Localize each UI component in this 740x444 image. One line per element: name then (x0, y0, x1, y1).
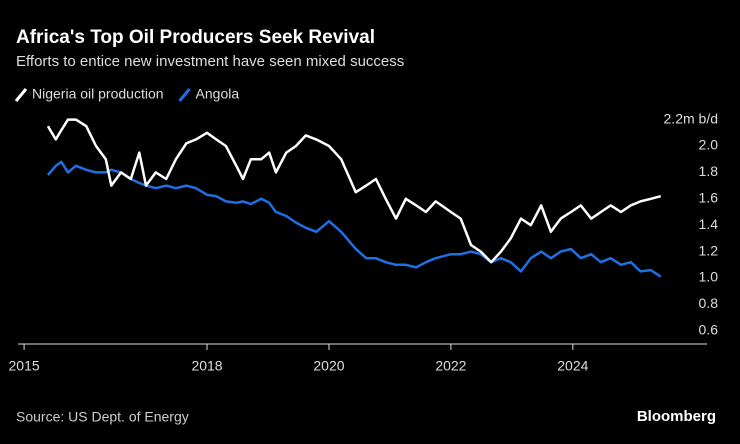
brand: Bloomberg (637, 408, 716, 425)
y-tick-label: 2.2m b/d (664, 110, 718, 126)
x-tick-label: 2024 (557, 358, 588, 374)
y-tick-label: 0.6 (699, 322, 719, 338)
x-tick-label: 2015 (9, 358, 40, 374)
source: Source: US Dept. of Energy (16, 409, 189, 425)
x-tick-label: 2020 (313, 358, 344, 374)
legend-label: Nigeria oil production (32, 86, 164, 102)
legend-swatch (178, 88, 191, 102)
chart-subtitle: Efforts to entice new investment have se… (16, 53, 404, 70)
series-line (46, 160, 662, 278)
y-tick-label: 2.0 (699, 137, 719, 153)
chart-title: Africa's Top Oil Producers Seek Revival (16, 27, 375, 48)
x-tick-label: 2022 (435, 358, 466, 374)
legend-swatch (14, 88, 28, 102)
y-tick-label: 1.6 (699, 190, 719, 206)
y-tick-label: 1.2 (699, 242, 719, 258)
y-tick-label: 1.4 (699, 216, 719, 232)
y-tick-label: 0.8 (699, 295, 719, 311)
y-tick-label: 1.0 (699, 269, 719, 285)
x-tick-label: 2018 (191, 358, 222, 374)
legend-label: Angola (196, 86, 240, 102)
series-line (46, 118, 662, 264)
y-tick-label: 1.8 (699, 163, 719, 179)
